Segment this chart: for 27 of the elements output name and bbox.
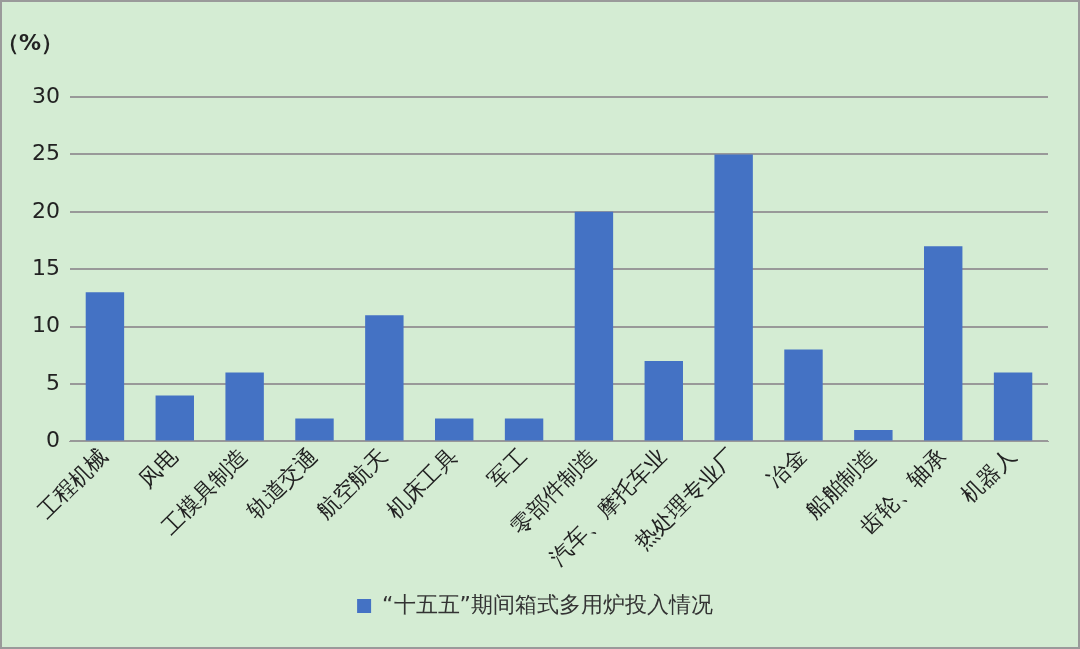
x-tick-label: 风电 [133, 443, 183, 493]
bar [504, 418, 544, 441]
bar [85, 292, 125, 441]
bar [644, 361, 683, 441]
y-tick-label: 5 [45, 369, 60, 395]
y-tick-label: 30 [31, 82, 60, 108]
bar [784, 349, 823, 441]
x-tick-label: 军工 [482, 443, 532, 493]
bar [574, 211, 614, 441]
bar [155, 395, 194, 441]
legend-label: “十五五”期间箱式多用炉投入情况 [382, 591, 713, 617]
bar [435, 418, 474, 441]
x-tick-label: 冶金 [762, 443, 812, 493]
y-tick-label: 20 [31, 197, 60, 223]
bar [993, 372, 1033, 441]
y-tick-label: 15 [31, 254, 60, 280]
y-axis-title: （%） [0, 29, 64, 55]
y-tick-label: 10 [31, 312, 60, 338]
x-tick-label: 机器人 [956, 443, 1021, 509]
y-tick-label: 25 [31, 140, 60, 166]
bar [924, 246, 963, 441]
bar [295, 418, 334, 441]
bar [854, 429, 893, 441]
y-tick-label: 0 [45, 427, 60, 453]
bar [225, 372, 264, 441]
bar [365, 315, 404, 441]
bar [714, 154, 753, 441]
